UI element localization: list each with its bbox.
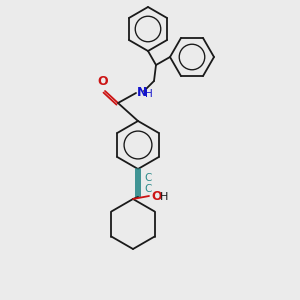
Text: C: C: [144, 184, 152, 194]
Text: N: N: [137, 85, 147, 98]
Text: O: O: [151, 190, 162, 202]
Text: H: H: [145, 89, 153, 99]
Text: O: O: [98, 75, 108, 88]
Text: H: H: [160, 192, 168, 202]
Text: C: C: [144, 173, 152, 183]
